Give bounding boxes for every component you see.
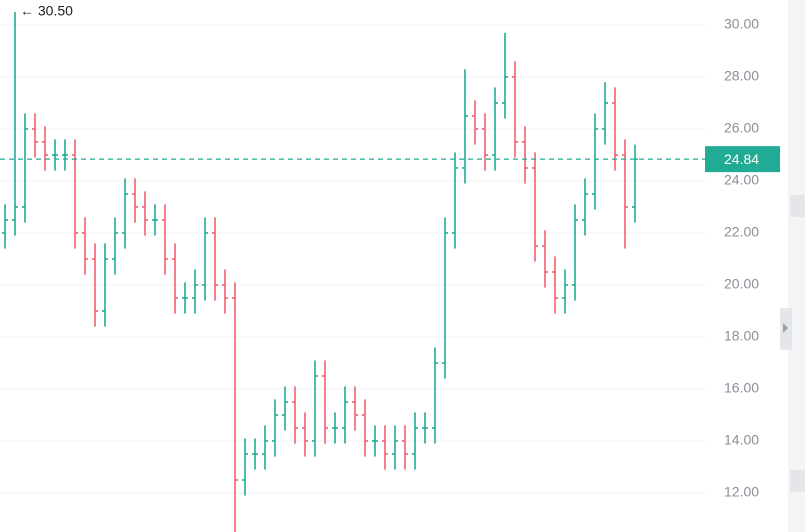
y-tick-label: 26.00 (724, 120, 759, 136)
y-tick-label: 16.00 (724, 380, 759, 396)
max-label: ← 30.50 (20, 3, 73, 19)
y-tick-label: 14.00 (724, 432, 759, 448)
last-price-box (705, 146, 780, 173)
scrollbar (788, 0, 805, 532)
y-tick-label: 22.00 (724, 224, 759, 240)
y-tick-label: 28.00 (724, 68, 759, 84)
y-tick-label: 20.00 (724, 276, 759, 292)
last-price-label: 24.84 (724, 151, 759, 167)
side-tab (790, 195, 805, 217)
side-tab (790, 470, 805, 492)
y-tick-label: 12.00 (724, 484, 759, 500)
y-tick-label: 30.00 (724, 16, 759, 32)
collapse-arrow (783, 323, 788, 333)
y-tick-label: 24.00 (724, 172, 759, 188)
y-tick-label: 18.00 (724, 328, 759, 344)
